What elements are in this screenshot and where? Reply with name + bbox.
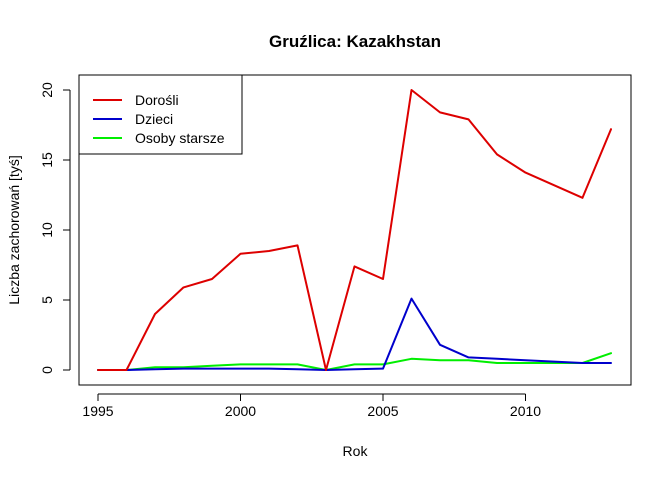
plot-frame: [78, 74, 632, 386]
legend-label: Dzieci: [135, 111, 173, 127]
x-tick-label: 2000: [225, 403, 256, 419]
x-tick-label: 2010: [510, 403, 541, 419]
y-tick-label: 0: [39, 366, 55, 374]
plot-area: 1995 2000 2005 2010 0 5 10 15 20 Dorośli Dzieci Oso…: [39, 74, 632, 419]
legend-label: Dorośli: [135, 92, 179, 108]
x-axis-label: Rok: [343, 443, 369, 459]
series-line-2: [97, 352, 612, 371]
y-tick-label: 20: [39, 82, 55, 98]
legend-box: [78, 74, 243, 155]
y-tick-label: 10: [39, 222, 55, 238]
y-tick-label: 5: [39, 296, 55, 304]
chart-title: Gruźlica: Kazakhstan: [269, 32, 441, 51]
legend-label: Osoby starsze: [135, 130, 225, 146]
series-line-0: [97, 89, 612, 371]
y-axis-label: Liczba zachorowań [tyś]: [6, 155, 22, 304]
legend: Dorośli Dzieci Osoby starsze: [78, 74, 243, 155]
y-tick-label: 15: [39, 152, 55, 168]
x-tick-label: 2005: [367, 403, 398, 419]
x-tick-label: 1995: [82, 403, 113, 419]
series-line-1: [97, 297, 612, 371]
